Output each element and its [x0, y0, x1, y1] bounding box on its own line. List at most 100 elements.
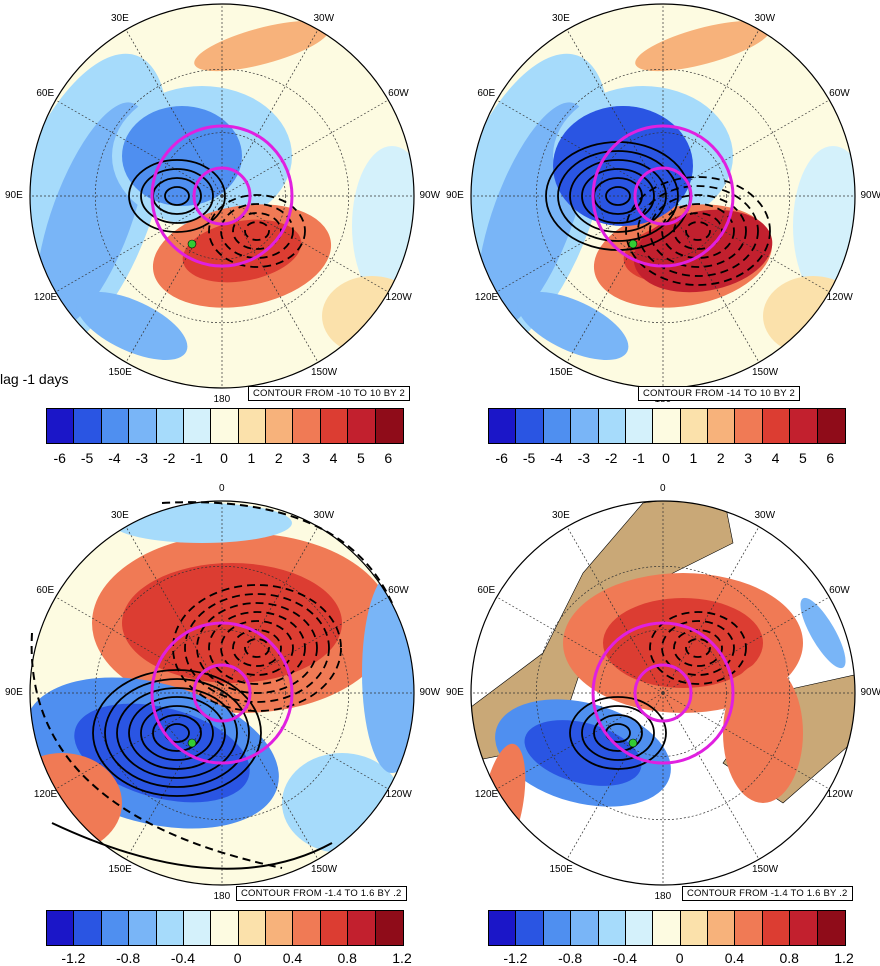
polar-map	[440, 0, 880, 408]
colorbar-swatch	[818, 409, 845, 443]
colorbar-tick-label: 1	[689, 450, 697, 466]
colorbar-swatch	[266, 911, 293, 945]
longitude-label: 120E	[34, 292, 57, 303]
colorbar-tick-label: 3	[744, 450, 752, 466]
colorbar-swatch	[184, 409, 211, 443]
colorbar-tick-label: 0	[662, 450, 670, 466]
colorbar-swatch	[376, 409, 403, 443]
colorbar-swatch	[516, 409, 543, 443]
colorbar-swatch	[348, 409, 375, 443]
longitude-label: 90E	[5, 687, 23, 698]
colorbar-swatch	[239, 409, 266, 443]
longitude-label: 120E	[475, 292, 498, 303]
longitude-label: 60W	[829, 88, 850, 99]
colorbar-tick-label: 4	[772, 450, 780, 466]
longitude-label: 150W	[752, 864, 778, 875]
colorbar-swatch	[157, 409, 184, 443]
longitude-label: 90W	[861, 687, 880, 698]
colorbar-swatch	[376, 911, 403, 945]
colorbar-swatch	[489, 911, 516, 945]
longitude-label: 120W	[827, 292, 853, 303]
colorbar-swatch	[321, 911, 348, 945]
colorbar-swatch	[157, 911, 184, 945]
colorbar-swatch	[571, 911, 598, 945]
colorbar-swatch	[102, 409, 129, 443]
colorbar-swatch	[681, 409, 708, 443]
colorbar-tick-label: 5	[799, 450, 807, 466]
colorbar-tick-label: 0	[220, 450, 228, 466]
longitude-label: 30W	[755, 13, 776, 24]
colorbar-swatch	[516, 911, 543, 945]
polar-map	[440, 490, 880, 910]
colorbar-tick-label: -6	[495, 450, 507, 466]
longitude-label: 30W	[755, 510, 776, 521]
colorbar-tick-label: 2	[275, 450, 283, 466]
contour-info: CONTOUR FROM -1.4 TO 1.6 BY .2	[682, 886, 853, 901]
colorbar-swatch	[626, 911, 653, 945]
longitude-label: 30E	[111, 13, 129, 24]
colorbar-tick-label: -1	[632, 450, 644, 466]
longitude-label: 0	[219, 483, 225, 494]
longitude-label: 60W	[388, 88, 409, 99]
colorbar-swatch	[653, 409, 680, 443]
longitude-label: 30W	[314, 13, 335, 24]
longitude-label: 180	[214, 394, 231, 405]
colorbar-swatch	[293, 409, 320, 443]
colorbar-swatch	[571, 409, 598, 443]
longitude-label: 60W	[388, 585, 409, 596]
map-panel-top-left: 030W60W90W120W150W180150E120E90E60E30ECO…	[0, 0, 440, 480]
colorbar-tick-label: -2	[163, 450, 175, 466]
anomaly-bottom-left-red	[2, 753, 122, 853]
colorbar-tick-label: 3	[302, 450, 310, 466]
colorbar	[46, 408, 404, 444]
colorbar-tick-label: 1	[247, 450, 255, 466]
colorbar-swatch	[184, 911, 211, 945]
longitude-label: 60E	[36, 88, 54, 99]
colorbar-tick-label: 2	[717, 450, 725, 466]
colorbar-tick-label: -4	[108, 450, 120, 466]
colorbar-swatch	[763, 409, 790, 443]
colorbar-tick-label: -3	[578, 450, 590, 466]
longitude-label: 150E	[109, 864, 132, 875]
colorbar-tick-label: 5	[357, 450, 365, 466]
station-marker	[188, 240, 196, 248]
colorbar-swatch	[708, 911, 735, 945]
anomaly-top-blue	[112, 503, 292, 543]
longitude-label: 60E	[36, 585, 54, 596]
longitude-label: 120E	[34, 789, 57, 800]
polar-map	[0, 490, 440, 910]
longitude-label: 120E	[475, 789, 498, 800]
longitude-label: 180	[214, 891, 231, 902]
colorbar	[46, 910, 404, 946]
longitude-label: 60E	[477, 585, 495, 596]
colorbar-swatch	[790, 911, 817, 945]
colorbar-swatch	[321, 409, 348, 443]
longitude-label: 60W	[829, 585, 850, 596]
station-marker	[629, 240, 637, 248]
colorbar-swatch	[708, 409, 735, 443]
longitude-label: 90W	[861, 190, 880, 201]
colorbar-swatch	[681, 911, 708, 945]
longitude-label: 150E	[109, 367, 132, 378]
colorbar-swatch	[653, 911, 680, 945]
colorbar-swatch	[102, 911, 129, 945]
longitude-label: 90W	[420, 687, 441, 698]
colorbar	[488, 408, 846, 444]
longitude-label: 90W	[420, 190, 441, 201]
longitude-label: 90E	[446, 687, 464, 698]
longitude-label: 120W	[386, 789, 412, 800]
longitude-label: 150W	[311, 367, 337, 378]
colorbar-tick-label: 6	[826, 450, 834, 466]
colorbar-swatch	[74, 409, 101, 443]
longitude-label: 150W	[752, 367, 778, 378]
colorbar-swatch	[348, 911, 375, 945]
longitude-label: 90E	[5, 190, 23, 201]
colorbar-tick-label: -6	[53, 450, 65, 466]
longitude-label: 120W	[827, 789, 853, 800]
colorbar	[488, 910, 846, 946]
longitude-label: 0	[660, 483, 666, 494]
colorbar-swatch	[47, 911, 74, 945]
longitude-label: 30E	[552, 510, 570, 521]
colorbar-tick-label: -5	[523, 450, 535, 466]
